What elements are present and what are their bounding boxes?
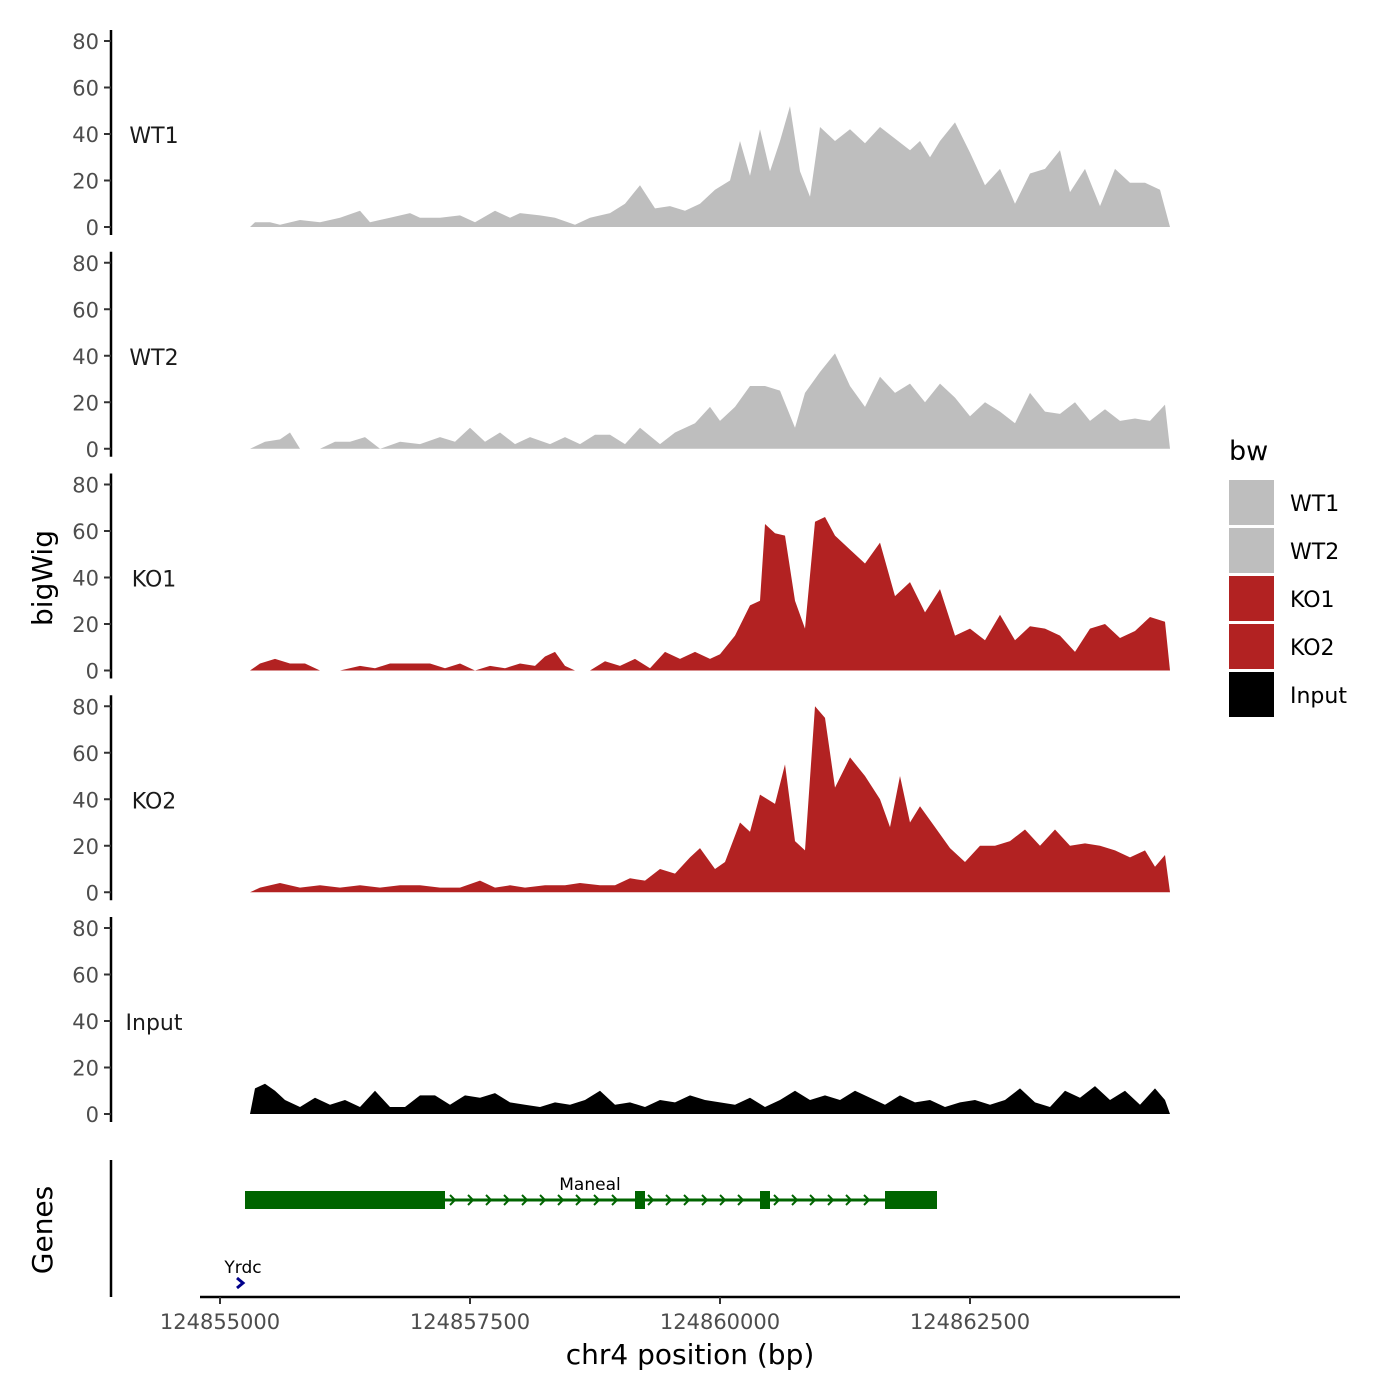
- y-tick-label: 80: [72, 252, 99, 276]
- gene-label: Yrdc: [223, 1258, 261, 1278]
- y-tick-label: 0: [86, 1103, 99, 1127]
- area-ko1: [250, 517, 1170, 671]
- strand-arrow: [575, 1194, 583, 1206]
- legend: bw WT1 WT2 KO1 KO2 Input: [1229, 436, 1347, 717]
- y-tick-label: 40: [72, 345, 99, 369]
- legend-label: KO1: [1290, 588, 1335, 613]
- strand-arrow: [557, 1194, 565, 1206]
- strand-arrow: [503, 1194, 511, 1206]
- area-wt1: [250, 106, 1170, 227]
- y-tick-label: 20: [72, 391, 99, 415]
- track-wt1: 0 20 40 60 80 WT1: [72, 30, 1170, 240]
- strand-arrow: [845, 1194, 853, 1206]
- gene-maneal: Maneal: [245, 1175, 937, 1209]
- gene-yrdc: Yrdc: [223, 1258, 262, 1290]
- track-label-wt1: WT1: [129, 124, 178, 149]
- gene-exon: [760, 1191, 770, 1209]
- track-input: 0 20 40 60 80 Input: [72, 917, 1170, 1127]
- y-tick-label: 0: [86, 438, 99, 462]
- legend-swatch: [1229, 576, 1274, 621]
- y-tick-label: 60: [72, 742, 99, 766]
- strand-arrow: [773, 1194, 781, 1206]
- y-tick-label: 20: [72, 613, 99, 637]
- y-tick-label: 0: [86, 881, 99, 905]
- y-tick-label: 20: [72, 1057, 99, 1081]
- strand-arrow: [485, 1194, 493, 1206]
- strand-arrow: [449, 1194, 457, 1206]
- area-wt2: [250, 353, 1170, 449]
- strand-arrow: [665, 1194, 673, 1206]
- legend-label: Input: [1290, 684, 1347, 709]
- strand-arrow: [737, 1194, 745, 1206]
- strand-arrow: [683, 1194, 691, 1206]
- gene-exon: [245, 1191, 445, 1209]
- legend-item-ko2: KO2: [1229, 624, 1335, 669]
- track-label-input: Input: [126, 1011, 183, 1036]
- strand-arrow: [521, 1194, 529, 1206]
- y-tick-label: 80: [72, 695, 99, 719]
- x-tick-label: 124860000: [660, 1310, 780, 1334]
- y-tick-label: 40: [72, 1010, 99, 1034]
- gene-exon: [635, 1191, 645, 1209]
- y-tick-label: 0: [86, 660, 99, 684]
- gene-exon: [885, 1191, 937, 1209]
- strand-arrow: [539, 1194, 547, 1206]
- area-input: [250, 1083, 1170, 1114]
- strand-arrow: [647, 1194, 655, 1206]
- x-axis-label: chr4 position (bp): [566, 1338, 815, 1371]
- y-tick-label: 40: [72, 567, 99, 591]
- track-ko1: 0 20 40 60 80 KO1: [72, 473, 1170, 684]
- legend-swatch: [1229, 480, 1274, 525]
- legend-item-input: Input: [1229, 672, 1347, 717]
- strand-arrow: [863, 1194, 871, 1206]
- y-tick-label: 40: [72, 788, 99, 812]
- y-tick-label: 80: [72, 30, 99, 54]
- track-label-wt2: WT2: [129, 346, 178, 371]
- y-tick-label: 0: [86, 216, 99, 240]
- strand-arrow: [467, 1194, 475, 1206]
- y-tick-label: 40: [72, 123, 99, 147]
- legend-swatch: [1229, 672, 1274, 717]
- legend-swatch: [1229, 624, 1274, 669]
- gene-label: Maneal: [559, 1175, 620, 1195]
- y-tick-label: 80: [72, 917, 99, 941]
- strand-arrow: [719, 1194, 727, 1206]
- x-tick-label: 124862500: [910, 1310, 1030, 1334]
- x-axis: 124855000 124857500 124860000 124862500: [160, 1295, 1180, 1334]
- legend-label: KO2: [1290, 636, 1335, 661]
- legend-swatch: [1229, 528, 1274, 573]
- x-tick-label: 124855000: [160, 1310, 280, 1334]
- genes-panel: Maneal Yrdc: [109, 1160, 937, 1297]
- track-wt2: 0 20 40 60 80 WT2: [72, 251, 1170, 462]
- y-tick-label: 60: [72, 520, 99, 544]
- strand-arrow: [236, 1276, 246, 1290]
- y-tick-label: 60: [72, 77, 99, 101]
- legend-item-wt1: WT1: [1229, 480, 1339, 525]
- x-tick-label: 124857500: [410, 1310, 530, 1334]
- y-tick-label: 60: [72, 964, 99, 988]
- area-ko2: [250, 706, 1170, 893]
- legend-item-wt2: WT2: [1229, 528, 1339, 573]
- y-axis-label: bigWig: [26, 530, 59, 626]
- strand-arrow: [593, 1194, 601, 1206]
- legend-title: bw: [1229, 436, 1268, 467]
- track-ko2: 0 20 40 60 80 KO2: [72, 695, 1170, 905]
- y-tick-label: 80: [72, 474, 99, 498]
- track-label-ko1: KO1: [132, 568, 177, 593]
- strand-arrow: [809, 1194, 817, 1206]
- track-label-ko2: KO2: [132, 789, 177, 814]
- legend-label: WT2: [1290, 540, 1339, 565]
- strand-arrow: [611, 1194, 619, 1206]
- strand-arrow: [827, 1194, 835, 1206]
- coverage-tracks: 0 20 40 60 80 WT1 0 20 40 60 80 WT2 0 20 40 60 80 KO1 0 20 4…: [72, 30, 1170, 1127]
- y-tick-label: 20: [72, 170, 99, 194]
- legend-item-ko1: KO1: [1229, 576, 1335, 621]
- strand-arrow: [701, 1194, 709, 1206]
- y-tick-label: 20: [72, 835, 99, 859]
- legend-label: WT1: [1290, 492, 1339, 517]
- strand-arrow: [791, 1194, 799, 1206]
- y-tick-label: 60: [72, 298, 99, 322]
- genes-axis-label: Genes: [26, 1186, 59, 1274]
